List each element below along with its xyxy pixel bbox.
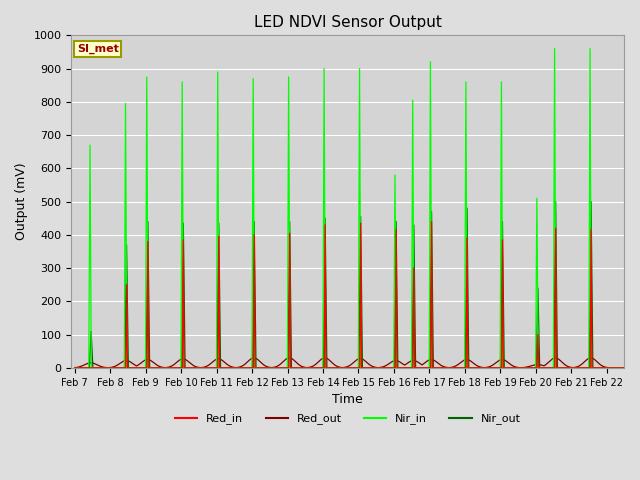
Nir_in <box>71 365 79 371</box>
Nir_out <box>508 365 515 371</box>
Red_in <box>71 365 79 371</box>
Nir_in <box>396 365 404 371</box>
Red_out <box>612 365 620 371</box>
Red_in <box>508 365 515 371</box>
Legend: Red_in, Red_out, Nir_in, Nir_out: Red_in, Red_out, Nir_in, Nir_out <box>171 409 525 429</box>
Red_out <box>270 364 278 370</box>
Red_in <box>621 365 628 371</box>
Line: Nir_in: Nir_in <box>75 48 625 368</box>
Red_in <box>420 365 428 371</box>
Line: Red_in: Red_in <box>75 222 625 368</box>
Nir_in <box>99 365 106 371</box>
Red_out <box>420 360 428 366</box>
Red_in <box>270 365 278 371</box>
Red_out <box>508 362 515 368</box>
Nir_in <box>621 365 628 371</box>
Nir_in <box>508 365 515 371</box>
Nir_out <box>621 365 628 371</box>
Nir_out <box>552 199 559 204</box>
Red_out <box>71 365 79 371</box>
Nir_out <box>479 365 486 371</box>
Nir_in <box>479 365 486 371</box>
Nir_out <box>71 365 79 371</box>
Nir_out <box>99 365 106 371</box>
Line: Nir_out: Nir_out <box>75 202 625 368</box>
Line: Red_out: Red_out <box>75 358 625 368</box>
X-axis label: Time: Time <box>332 393 364 406</box>
Nir_in <box>420 365 428 371</box>
Red_out <box>621 365 628 371</box>
Red_in <box>396 365 404 371</box>
Red_in <box>99 365 106 371</box>
Nir_out <box>396 365 404 371</box>
Y-axis label: Output (mV): Output (mV) <box>15 163 28 240</box>
Red_out <box>99 364 106 370</box>
Red_out <box>479 365 486 371</box>
Title: LED NDVI Sensor Output: LED NDVI Sensor Output <box>254 15 442 30</box>
Red_in <box>428 219 435 225</box>
Red_out <box>396 359 404 365</box>
Nir_out <box>420 365 428 371</box>
Nir_in <box>551 46 559 51</box>
Nir_out <box>270 365 278 371</box>
Nir_in <box>270 365 278 371</box>
Red_out <box>250 355 258 361</box>
Red_in <box>479 365 486 371</box>
Text: SI_met: SI_met <box>77 44 118 54</box>
